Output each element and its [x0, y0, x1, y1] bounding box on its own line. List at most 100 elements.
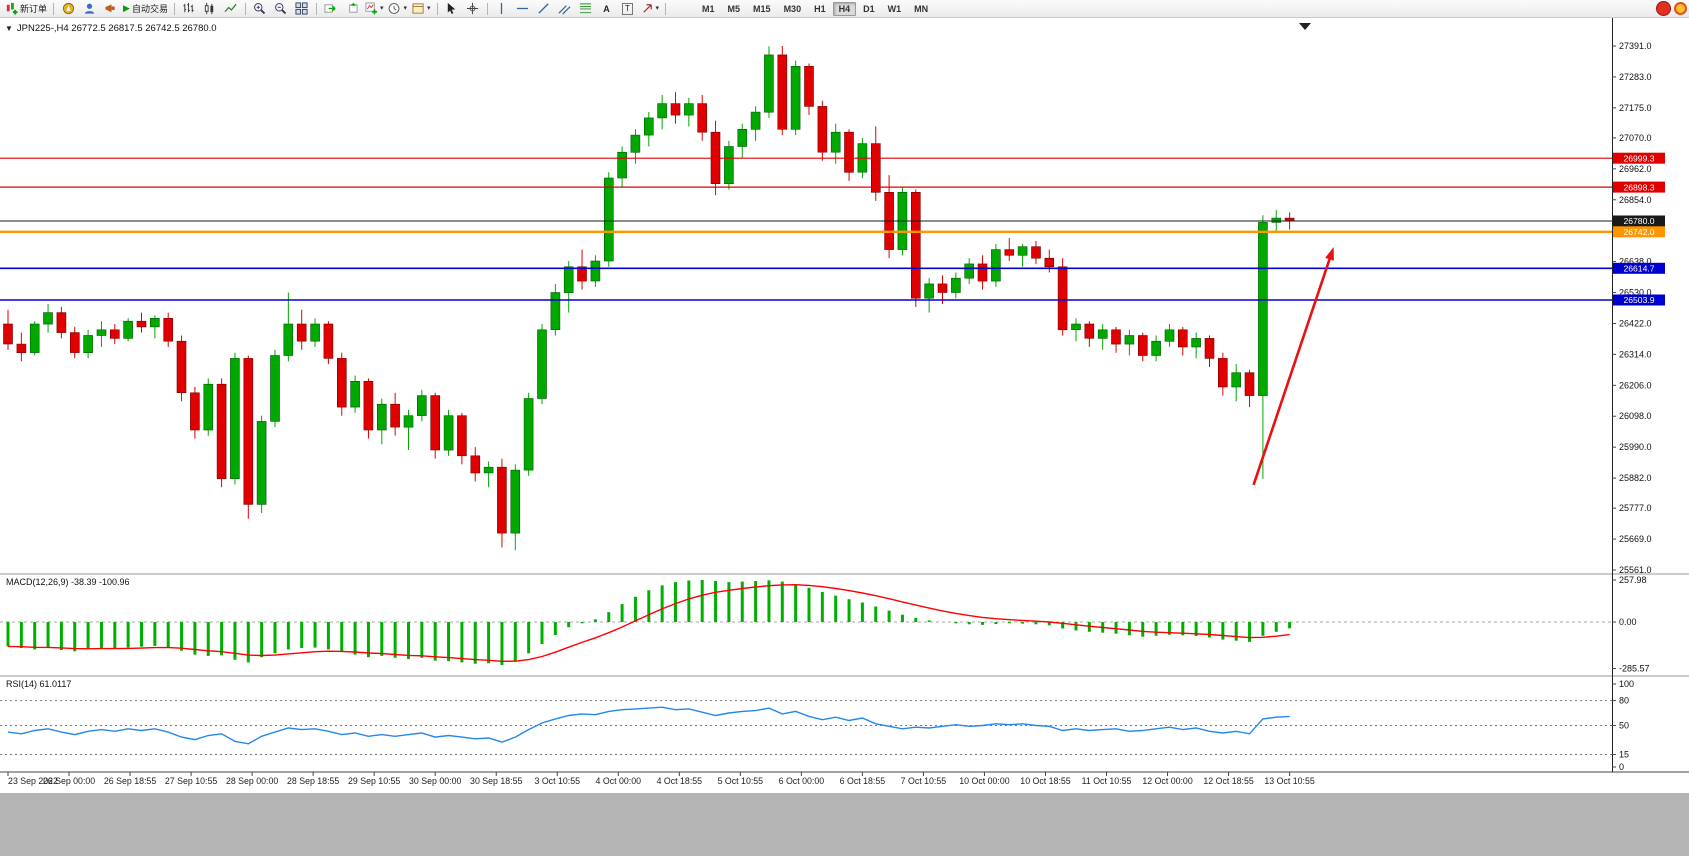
yellow-status-icon[interactable]	[1674, 2, 1687, 15]
svg-text:26742.0: 26742.0	[1623, 227, 1654, 237]
chart-shift-button[interactable]	[342, 1, 362, 16]
timeframe-button-m5[interactable]: M5	[727, 3, 741, 14]
red-status-icon[interactable]	[1656, 1, 1671, 16]
fibonacci-button[interactable]	[576, 1, 596, 16]
timeframe-button-w1[interactable]: W1	[887, 3, 902, 14]
timeframe-button-m1[interactable]: M1	[702, 3, 715, 14]
svg-text:27391.0: 27391.0	[1619, 41, 1652, 51]
zoom-out-icon	[275, 3, 287, 15]
chart-canvas[interactable]: 27391.0 27283.0 27175.0 27070.0 26962.0 26854…	[0, 18, 1689, 794]
price-badge-26503.9[interactable]: 26503.9	[1613, 294, 1665, 306]
timeframe-button-d1[interactable]: D1	[863, 3, 875, 14]
new-order-button[interactable]: 新订单	[3, 1, 49, 16]
tile-windows-button[interactable]	[292, 1, 312, 16]
channel-icon	[558, 5, 571, 15]
horizontal-line-button[interactable]	[513, 1, 533, 16]
line-chart-button[interactable]	[221, 1, 241, 16]
templates-button[interactable]: ▾	[410, 1, 433, 16]
candles-group	[3, 46, 1295, 551]
svg-text:5 Oct 10:55: 5 Oct 10:55	[718, 776, 764, 786]
timeframe-button-m30[interactable]: M30	[783, 3, 802, 14]
svg-text:11 Oct 10:55: 11 Oct 10:55	[1082, 776, 1132, 786]
periods-dropdown-icon: ▾	[403, 5, 407, 12]
candlestick-chart-button[interactable]	[200, 1, 220, 16]
svg-text:80: 80	[1619, 696, 1629, 706]
svg-text:26962.0: 26962.0	[1619, 164, 1652, 174]
crosshair-icon	[466, 2, 479, 15]
svg-text:27 Sep 10:55: 27 Sep 10:55	[165, 776, 217, 786]
svg-text:26638.0: 26638.0	[1619, 257, 1652, 267]
chart-shift-icon	[349, 2, 358, 13]
svg-text:0: 0	[1619, 762, 1624, 772]
vertical-line-button[interactable]	[492, 1, 512, 16]
svg-text:26314.0: 26314.0	[1619, 349, 1652, 359]
annotation-arrow[interactable]	[1252, 258, 1331, 486]
svg-text:28 Sep 00:00: 28 Sep 00:00	[226, 776, 278, 786]
svg-text:26 Sep 00:00: 26 Sep 00:00	[43, 776, 95, 786]
megaphone-button[interactable]	[100, 1, 120, 16]
arrows-tool-button[interactable]: ▾	[639, 1, 662, 16]
horizontal-lines-group	[0, 157, 1612, 301]
profile-button[interactable]	[79, 1, 99, 16]
price-badge-26898.3[interactable]: 26898.3	[1613, 181, 1665, 193]
timeframe-button-mn[interactable]: MN	[914, 3, 929, 14]
compass-icon	[62, 2, 74, 15]
svg-text:7 Oct 10:55: 7 Oct 10:55	[901, 776, 947, 786]
svg-text:25990.0: 25990.0	[1619, 442, 1652, 452]
indicators-dropdown-icon: ▾	[379, 5, 384, 12]
price-badge-26614.7[interactable]: 26614.7	[1613, 262, 1665, 274]
svg-text:26098.0: 26098.0	[1619, 411, 1652, 421]
chart-shift-marker-icon[interactable]	[1299, 23, 1311, 30]
channel-button[interactable]	[555, 1, 575, 16]
toolbar-separator	[244, 2, 246, 15]
svg-text:26854.0: 26854.0	[1619, 195, 1652, 205]
text-tool-button[interactable]: A	[597, 1, 617, 16]
price-axis[interactable]: 27391.0 27283.0 27175.0 27070.0 26962.0 26854…	[1612, 41, 1652, 575]
svg-text:26898.3: 26898.3	[1623, 182, 1654, 192]
svg-text:-285.57: -285.57	[1619, 663, 1650, 673]
svg-text:30 Sep 18:55: 30 Sep 18:55	[470, 776, 522, 786]
crosshair-button[interactable]	[463, 1, 483, 16]
bar-chart-button[interactable]	[179, 1, 199, 16]
symbol-dropdown-icon[interactable]: ▼	[5, 23, 13, 33]
svg-text:26614.7: 26614.7	[1623, 263, 1654, 273]
macd-signal-line	[7, 583, 1290, 663]
timeframe-button-h4[interactable]: H4	[832, 1, 857, 16]
svg-text:26422.0: 26422.0	[1619, 318, 1652, 328]
autotrading-label: 自动交易	[131, 4, 168, 14]
trendline-button[interactable]	[534, 1, 554, 16]
timeframe-group: M1 M5 M15 M30 H1 H4 D1 W1 MN	[696, 1, 934, 16]
price-badge-26780.0[interactable]: 26780.0	[1613, 215, 1665, 227]
svg-text:6 Oct 00:00: 6 Oct 00:00	[779, 776, 825, 786]
periods-button[interactable]: ▾	[386, 1, 409, 16]
cursor-button[interactable]	[442, 1, 462, 16]
zoom-in-button[interactable]	[250, 1, 270, 16]
price-badge-26742.0[interactable]: 26742.0	[1613, 226, 1665, 238]
svg-text:29 Sep 10:55: 29 Sep 10:55	[348, 776, 400, 786]
text-tool-label: A	[603, 3, 610, 14]
svg-text:27175.0: 27175.0	[1619, 103, 1652, 113]
compass-button[interactable]	[58, 1, 78, 16]
toolbar-separator	[486, 2, 488, 15]
timeframe-button-m15[interactable]: M15	[753, 3, 771, 14]
trendline-icon	[538, 3, 549, 14]
zoom-out-button[interactable]	[271, 1, 291, 16]
workspace-background	[0, 793, 1689, 856]
toolbar-separator	[315, 2, 317, 15]
autotrading-button[interactable]: ▶ 自动交易	[121, 1, 170, 16]
svg-text:25777.0: 25777.0	[1619, 503, 1652, 513]
indicators-button[interactable]: ▾	[363, 1, 386, 16]
timeframe-button-h1[interactable]: H1	[814, 3, 826, 14]
auto-scroll-button[interactable]	[321, 1, 341, 16]
chart-ohlc-title: JPN225-,H4 26772.5 26817.5 26742.5 26780…	[16, 23, 217, 34]
autotrading-play-icon: ▶	[123, 3, 130, 13]
tile-windows-icon	[295, 2, 308, 15]
svg-text:23 Sep 2022: 23 Sep 2022	[8, 776, 58, 786]
price-badge-26999.3[interactable]: 26999.3	[1613, 152, 1665, 164]
chart-window: 27391.0 27283.0 27175.0 27070.0 26962.0 26854…	[0, 17, 1689, 794]
megaphone-icon	[104, 4, 115, 13]
indicators-icon	[365, 2, 378, 15]
text-label-tool-button[interactable]: T	[618, 1, 638, 16]
svg-text:0.00: 0.00	[1619, 617, 1637, 627]
